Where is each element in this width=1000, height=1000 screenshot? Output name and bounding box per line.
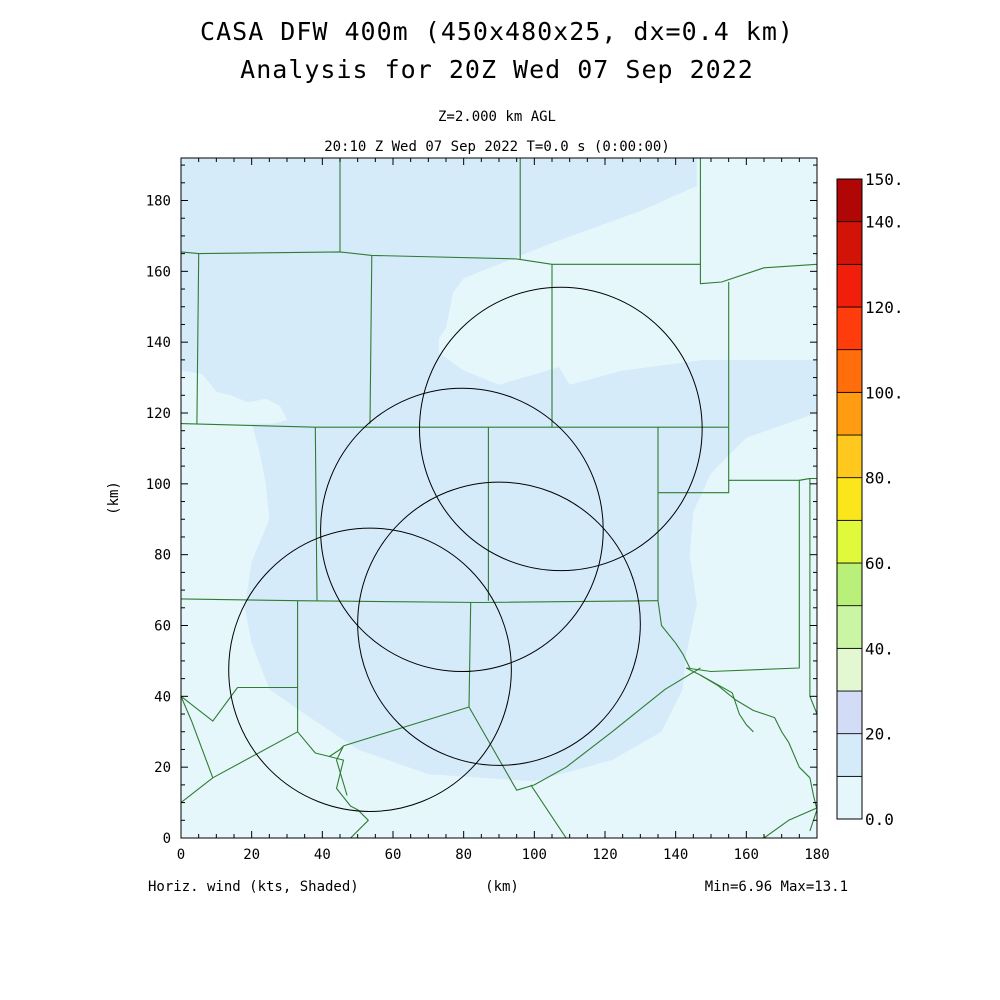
colorbar-label: 150.	[865, 170, 904, 189]
colorbar-bin	[836, 178, 863, 223]
y-axis-label: (km)	[106, 481, 122, 515]
county-boundary-line	[369, 255, 373, 424]
x-tick-label: 80	[455, 847, 472, 863]
county-boundary-line	[181, 687, 238, 722]
colorbar-label: 20.	[865, 725, 894, 744]
y-tick-labels: 0 20 40 60 80 100 120 140 160 180	[146, 194, 171, 848]
county-boundary-line	[657, 600, 691, 669]
colorbar-bin	[836, 221, 863, 265]
county-boundary-line	[686, 477, 810, 673]
colorbar-label: 0.0	[865, 810, 894, 829]
county-boundary-line	[329, 755, 369, 838]
colorbar-bin	[836, 306, 863, 351]
wind-shading-region	[181, 158, 817, 782]
colorbar-bin	[836, 775, 863, 820]
county-boundary-line	[314, 427, 318, 601]
plot-title-line1: CASA DFW 400m (450x480x25, dx=0.4 km)	[200, 17, 794, 46]
axis-ticks	[180, 158, 818, 839]
colorbar-label: 60.	[865, 554, 894, 573]
y-tick-label: 160	[146, 264, 171, 280]
county-boundary-line	[700, 674, 754, 733]
county-boundary-line	[335, 745, 348, 796]
level-label: Z=2.000 km AGL	[438, 109, 556, 125]
y-tick-label: 60	[154, 619, 171, 635]
radar-range-ring	[357, 481, 641, 766]
footer-min-max: Min=6.96 Max=13.1	[705, 879, 848, 895]
radar-range-ring	[320, 387, 604, 673]
county-boundary-line	[763, 807, 817, 838]
y-tick-label: 40	[154, 689, 171, 705]
colorbar-bins	[836, 178, 863, 820]
radar-range-ring	[419, 286, 703, 572]
colorbar-bin	[836, 434, 863, 479]
y-tick-label: 0	[163, 831, 171, 847]
y-tick-label: 180	[146, 194, 171, 210]
colorbar-bin	[836, 391, 863, 436]
colorbar-label: 140.	[865, 213, 904, 232]
x-tick-label: 180	[804, 847, 829, 863]
x-tick-label: 0	[177, 847, 185, 863]
county-boundary-line	[686, 667, 817, 832]
y-tick-label: 80	[154, 548, 171, 564]
colorbar-bin	[836, 647, 863, 692]
x-tick-label: 140	[663, 847, 688, 863]
colorbar-bin	[836, 349, 863, 393]
x-tick-label: 20	[243, 847, 260, 863]
map-panel: 0 20 40 60 80 100 120 140 160 180 0 20 40 60 80 100 120…	[146, 157, 830, 863]
colorbar-label: 120.	[865, 298, 904, 317]
wind-light-patch	[696, 158, 817, 279]
wind-light-patches	[181, 158, 817, 424]
radar-range-ring	[228, 527, 512, 812]
county-boundary-line	[658, 480, 730, 494]
x-tick-label: 120	[592, 847, 617, 863]
plot-title-line2: Analysis for 20Z Wed 07 Sep 2022	[240, 55, 754, 84]
x-tick-label: 100	[522, 847, 547, 863]
colorbar-label: 100.	[865, 383, 904, 402]
colorbar-label: 40.	[865, 639, 894, 658]
county-boundary-line	[809, 478, 817, 715]
colorbar-bin	[836, 605, 863, 649]
county-boundary-line	[181, 731, 344, 804]
y-tick-label: 100	[146, 477, 171, 493]
x-axis-label: (km)	[485, 879, 519, 895]
county-boundary-line	[181, 696, 214, 778]
colorbar-bin	[836, 519, 863, 564]
county-boundary-line	[468, 602, 472, 708]
colorbar: 0.0 20. 40. 60. 80. 100. 120. 140. 150.	[836, 170, 904, 829]
county-boundary-line	[181, 598, 659, 604]
county-boundary-line	[468, 667, 701, 791]
colorbar-frame	[836, 178, 863, 820]
county-boundary-line	[530, 784, 567, 838]
colorbar-labels: 0.0 20. 40. 60. 80. 100. 120. 140. 150.	[865, 170, 904, 829]
colorbar-bin	[836, 263, 863, 308]
colorbar-bin	[836, 733, 863, 777]
x-tick-label: 160	[734, 847, 759, 863]
y-tick-label: 20	[154, 760, 171, 776]
county-boundaries	[181, 158, 817, 838]
valid-time-label: 20:10 Z Wed 07 Sep 2022 T=0.0 s (0:00:00…	[324, 139, 670, 155]
footer-variable-label: Horiz. wind (kts, Shaded)	[148, 879, 359, 895]
x-tick-label: 40	[314, 847, 331, 863]
wind-light-patch	[181, 370, 287, 424]
colorbar-bin	[836, 562, 863, 607]
y-tick-label: 120	[146, 406, 171, 422]
y-tick-label: 140	[146, 335, 171, 351]
colorbar-label: 80.	[865, 469, 894, 488]
county-boundary-line	[343, 706, 470, 747]
x-tick-labels: 0 20 40 60 80 100 120 140 160 180	[177, 847, 830, 863]
county-boundary-line	[196, 253, 200, 424]
colorbar-bin	[836, 690, 863, 735]
x-tick-label: 60	[385, 847, 402, 863]
radar-range-rings	[228, 286, 703, 812]
county-boundary-line	[181, 423, 729, 428]
colorbar-bin	[836, 477, 863, 521]
